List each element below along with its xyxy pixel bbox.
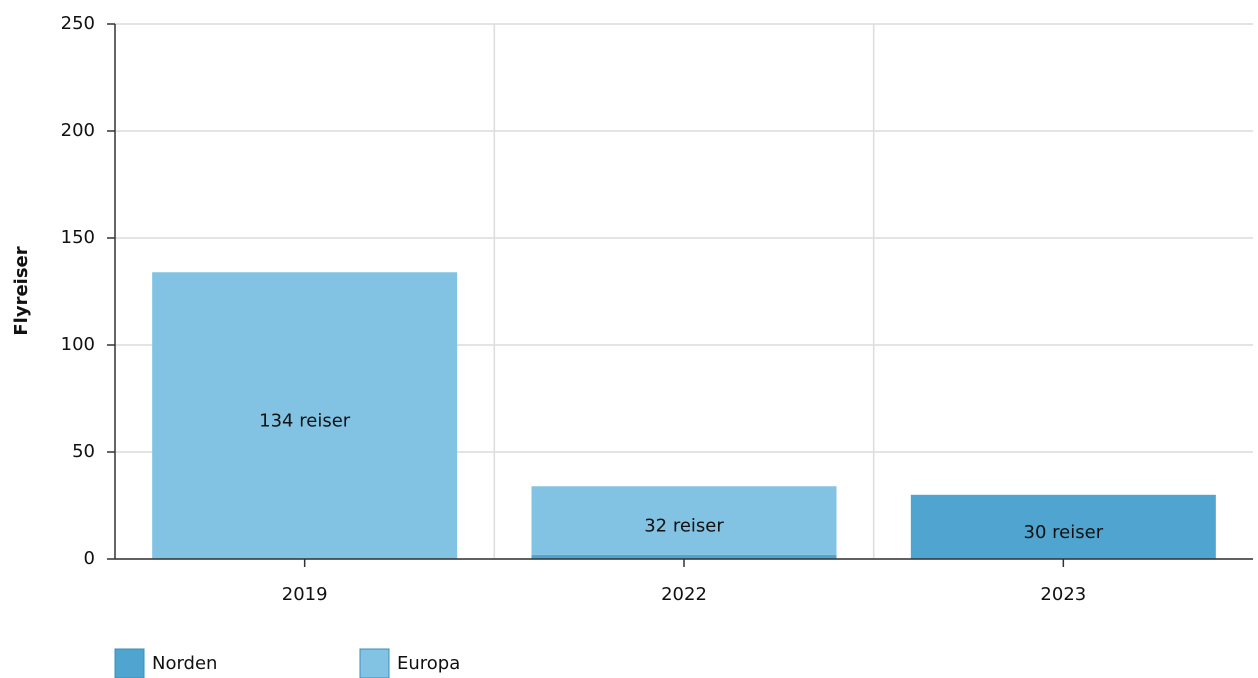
bar-segment xyxy=(531,486,837,555)
y-tick-label: 100 xyxy=(61,334,95,355)
data-label: 32 reiser xyxy=(644,515,724,536)
x-tick-label: 2019 xyxy=(282,584,328,605)
legend-swatch xyxy=(359,648,390,678)
bar-segment xyxy=(531,554,837,559)
legend-swatch xyxy=(114,648,145,678)
x-tick-label: 2022 xyxy=(661,584,707,605)
bar-segment xyxy=(910,494,1216,559)
data-label: 134 reiser xyxy=(259,411,351,432)
x-tick-label: 2023 xyxy=(1040,584,1086,605)
y-axis-label: Flyreiser xyxy=(11,246,32,335)
y-tick-label: 50 xyxy=(72,441,95,462)
legend-label: Norden xyxy=(152,653,217,674)
legend-label: Europa xyxy=(397,653,460,674)
y-tick-label: 250 xyxy=(61,13,95,34)
bar-segment xyxy=(152,272,458,559)
y-tick-label: 0 xyxy=(84,548,95,569)
y-tick-label: 150 xyxy=(61,227,95,248)
y-tick-label: 200 xyxy=(61,120,95,141)
data-label: 30 reiser xyxy=(1024,522,1104,543)
